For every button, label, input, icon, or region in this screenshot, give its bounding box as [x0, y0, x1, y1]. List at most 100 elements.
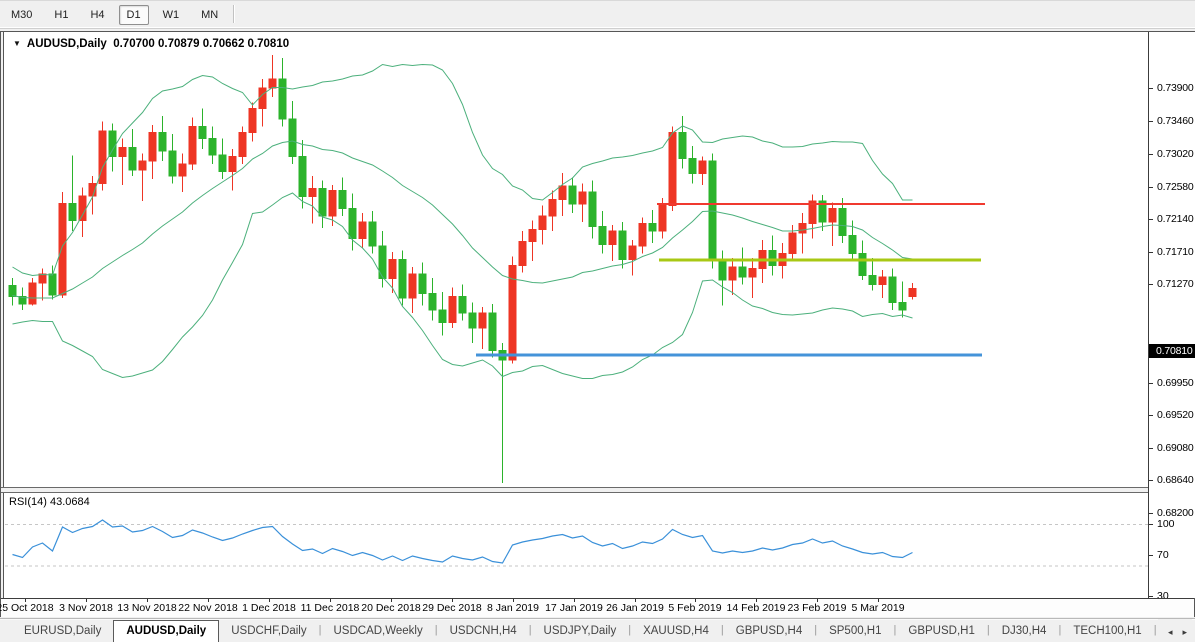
title-open: 0.70700 [113, 38, 155, 50]
time-tick [391, 599, 392, 602]
tab-scroll-left-icon[interactable]: ◂ [1167, 627, 1173, 637]
price-axis-label: 0.73460 [1157, 115, 1194, 127]
chart-tab-strip: EURUSD,Daily AUDUSD,Daily USDCHF,Daily | USD… [0, 619, 1160, 642]
title-close: 0.70810 [247, 38, 290, 50]
rsi-caption: RSI(14) 43.0684 [9, 496, 90, 508]
time-axis-label: 3 Nov 2018 [59, 602, 113, 614]
price-axis-label: 0.68200 [1157, 507, 1194, 519]
rsi-value: 43.0684 [49, 496, 90, 508]
rsi-axis-label: 70 [1157, 548, 1169, 561]
price-tick [1149, 251, 1153, 253]
tab-separator: | [628, 624, 632, 636]
chart-ohlc-title: ▼ AUDUSD,Daily 0.70700 0.70879 0.70662 0.… [13, 38, 289, 50]
timeframe-button-d1[interactable]: D1 [118, 5, 149, 25]
time-axis-label: 8 Jan 2019 [487, 602, 539, 614]
rsi-indicator-pane[interactable] [5, 493, 1148, 598]
time-tick [878, 599, 879, 602]
window-left-frame [1, 32, 4, 616]
title-symbol: AUDUSD,Daily [26, 38, 107, 50]
price-axis-label: 0.69950 [1157, 376, 1194, 389]
price-axis-label: 0.73020 [1157, 147, 1194, 160]
time-tick [756, 599, 757, 602]
timeframe-toolbar: M30 H1 H4 D1 W1 MN [0, 0, 1195, 29]
tab-scroll-arrows: ◂ ▸ [1157, 619, 1192, 642]
timeframe-button-w1[interactable]: W1 [162, 9, 180, 21]
price-tick [1149, 513, 1153, 514]
price-tick [1149, 186, 1153, 188]
chart-tab-tech100[interactable]: TECH100,H1 [1073, 625, 1142, 637]
price-tick [1149, 121, 1153, 122]
time-axis-label: 5 Mar 2019 [851, 602, 905, 614]
chart-tab-sp500[interactable]: SP500,H1 [829, 625, 882, 637]
time-tick [452, 599, 453, 602]
time-tick [574, 599, 575, 602]
price-axis-label: 0.72140 [1157, 213, 1194, 225]
price-axis-label: 0.73900 [1157, 82, 1194, 94]
chart-tab-usdcad[interactable]: USDCAD,Weekly [333, 625, 423, 637]
tab-separator: | [1058, 624, 1062, 636]
time-axis-label: 26 Jan 2019 [606, 602, 664, 614]
rsi-tick [1149, 554, 1153, 556]
price-axis[interactable]: 0.73900 0.73460 0.73020 0.72580 0.72140 0.717… [1148, 32, 1195, 633]
pane-splitter[interactable] [1, 487, 1148, 493]
time-tick [817, 599, 818, 602]
price-tick [1149, 284, 1153, 285]
time-tick [695, 599, 696, 602]
chart-tab-usdchf[interactable]: USDCHF,Daily [231, 625, 307, 637]
time-axis-label: 29 Dec 2018 [422, 602, 482, 614]
price-axis-label: 0.69080 [1157, 441, 1194, 454]
time-axis[interactable]: 25 Oct 2018 3 Nov 2018 13 Nov 2018 22 Nov 2… [0, 598, 1194, 617]
time-axis-label: 23 Feb 2019 [787, 602, 847, 614]
rsi-axis-label: 100 [1157, 517, 1175, 530]
time-axis-label: 1 Dec 2018 [242, 602, 296, 614]
chart-tab-dj30[interactable]: DJ30,H4 [1001, 625, 1047, 637]
price-tick [1149, 88, 1153, 89]
time-tick [635, 599, 636, 602]
price-axis-label: 0.72580 [1157, 180, 1194, 193]
chart-tab-gbpusd[interactable]: GBPUSD,H1 [908, 625, 975, 637]
tab-separator: | [814, 624, 818, 636]
time-axis-label: 5 Feb 2019 [668, 602, 722, 614]
time-axis-label: 20 Dec 2018 [361, 602, 421, 614]
price-tick [1149, 414, 1153, 416]
chart-tab-gbpusd[interactable]: GBPUSD,H4 [735, 625, 803, 637]
chart-tab-usdjpy[interactable]: USDJPY,Daily [543, 625, 617, 637]
price-axis-label: 0.69520 [1157, 408, 1194, 421]
title-high: 0.70879 [157, 38, 200, 50]
timeframe-button-h1[interactable]: H1 [54, 9, 69, 21]
tab-scroll-right-icon[interactable]: ▸ [1182, 627, 1187, 637]
time-axis-label: 11 Dec 2018 [300, 602, 360, 614]
timeframe-button-m30[interactable]: M30 [11, 9, 33, 21]
chart-tab-audusd[interactable]: AUDUSD,Daily [113, 620, 220, 642]
current-price-badge: 0.70810 [1149, 343, 1195, 358]
tab-separator: | [528, 624, 532, 636]
title-low: 0.70662 [202, 38, 245, 50]
chart-tab-eurusd[interactable]: EURUSD,Daily [24, 625, 102, 637]
tab-separator: | [893, 624, 897, 636]
time-axis-label: 25 Oct 2018 [0, 602, 54, 614]
price-tick [1149, 480, 1153, 481]
price-tick [1149, 447, 1153, 449]
chart-tab-xauusd[interactable]: XAUUSD,H4 [643, 625, 709, 637]
toolbar-separator [233, 4, 235, 23]
tab-separator: | [434, 624, 438, 636]
main-chart-pane[interactable] [5, 33, 1148, 487]
time-axis-label: 17 Jan 2019 [545, 602, 603, 614]
timeframe-button-h4[interactable]: H4 [90, 9, 105, 21]
chart-tab-usdcnh[interactable]: USDCNH,H4 [449, 625, 517, 637]
price-axis-label: 0.71710 [1157, 245, 1194, 258]
time-tick [208, 599, 209, 602]
tab-separator: | [720, 624, 724, 636]
time-tick [86, 599, 87, 602]
time-axis-label: 14 Feb 2019 [726, 602, 786, 614]
chart-tab-bar: EURUSD,Daily AUDUSD,Daily USDCHF,Daily | USD… [0, 618, 1195, 642]
price-axis-label: 0.68640 [1157, 474, 1194, 486]
tab-separator: | [318, 624, 322, 636]
time-axis-label: 22 Nov 2018 [178, 602, 238, 614]
rsi-axis-label: 30 [1157, 590, 1169, 602]
timeframe-button-mn[interactable]: MN [201, 9, 219, 21]
tab-separator: | [1153, 624, 1157, 636]
price-axis-label: 0.71270 [1157, 278, 1194, 290]
collapse-triangle-icon[interactable]: ▼ [13, 39, 21, 48]
